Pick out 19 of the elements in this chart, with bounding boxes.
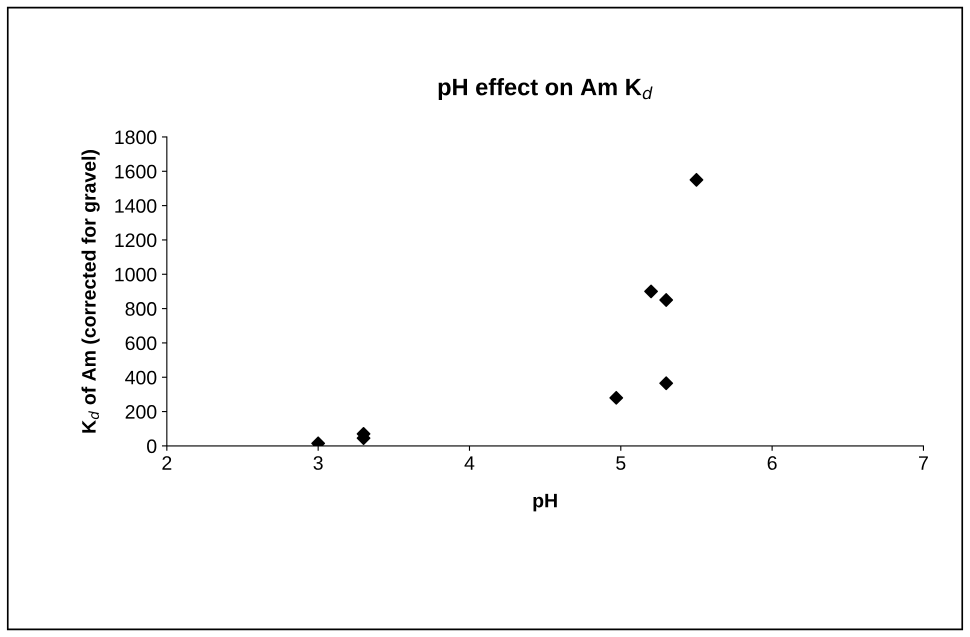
x-tick-label: 6 xyxy=(768,456,777,470)
x-tick-label: 3 xyxy=(313,456,323,470)
y-axis-title: K$_{d}$ of Am (corrected for gravel) xyxy=(82,150,100,433)
y-tick-label: 1600 xyxy=(115,164,156,179)
y-tick-label: 0 xyxy=(147,439,156,454)
y-tick-label: 400 xyxy=(125,370,156,384)
y-tick-label: 1200 xyxy=(115,233,156,248)
y-tick-label: 600 xyxy=(126,336,156,350)
x-tick-label: 4 xyxy=(464,456,474,470)
y-tick-label: 1000 xyxy=(115,268,156,282)
x-axis-title: pH xyxy=(533,494,557,512)
x-tick-label: 5 xyxy=(616,456,626,470)
x-tick-label: 2 xyxy=(162,456,172,470)
y-tick-label: 800 xyxy=(126,302,156,316)
y-tick-label: 1800 xyxy=(115,130,156,144)
x-tick-label: 7 xyxy=(919,456,928,470)
y-tick-label: 1400 xyxy=(115,199,156,213)
chart-title: pH effect on Am K$_{d}$ xyxy=(438,78,653,100)
y-tick-label: 200 xyxy=(126,405,156,419)
